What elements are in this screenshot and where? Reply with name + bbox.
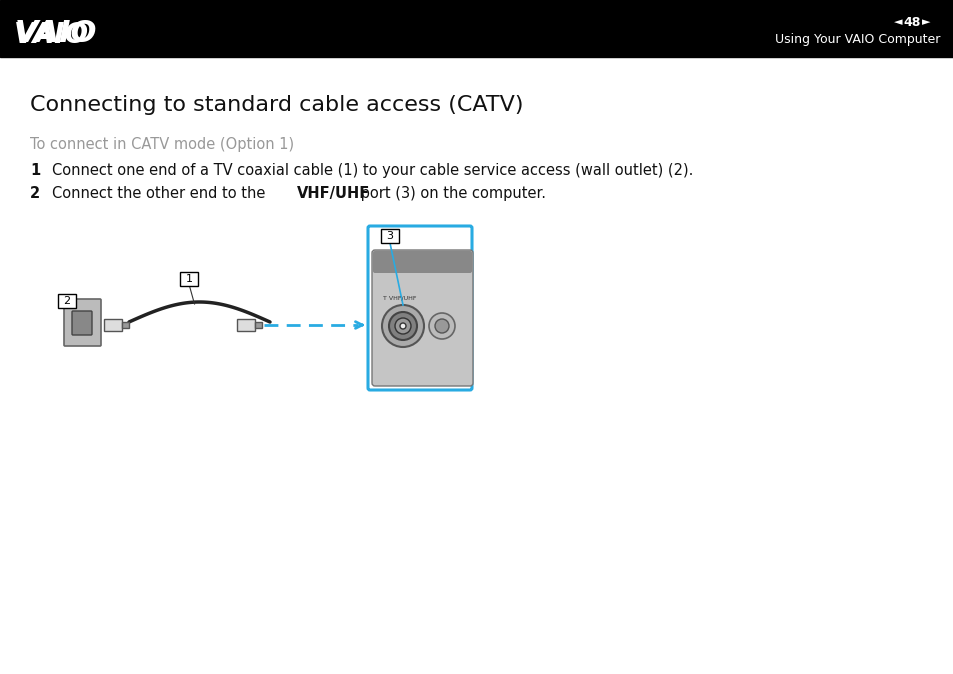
Text: 1: 1 <box>30 163 40 178</box>
Bar <box>104 319 122 331</box>
Text: To connect in CATV mode (Option 1): To connect in CATV mode (Option 1) <box>30 137 294 152</box>
Text: 2: 2 <box>63 296 71 306</box>
Text: Connecting to standard cable access (CATV): Connecting to standard cable access (CAT… <box>30 95 523 115</box>
FancyBboxPatch shape <box>372 250 473 386</box>
Circle shape <box>435 319 449 333</box>
Circle shape <box>395 318 411 334</box>
Text: Using Your VAIO Computer: Using Your VAIO Computer <box>774 34 939 47</box>
Text: 3: 3 <box>386 231 393 241</box>
Bar <box>254 322 262 328</box>
Text: Connect one end of a TV coaxial cable (1) to your cable service access (wall out: Connect one end of a TV coaxial cable (1… <box>52 163 693 178</box>
Text: port (3) on the computer.: port (3) on the computer. <box>356 186 546 201</box>
Bar <box>122 322 129 328</box>
Text: VAIO: VAIO <box>15 20 97 49</box>
Circle shape <box>399 323 406 329</box>
Text: 48: 48 <box>902 16 920 28</box>
Text: Connect the other end to the: Connect the other end to the <box>52 186 270 201</box>
Text: VAIO: VAIO <box>14 21 89 49</box>
Bar <box>380 229 398 243</box>
Circle shape <box>381 305 423 347</box>
Text: 1: 1 <box>186 274 193 284</box>
Text: VHF/UHF: VHF/UHF <box>297 186 370 201</box>
Text: T VHF/UHF: T VHF/UHF <box>382 296 416 301</box>
Bar <box>58 294 76 308</box>
Text: ◄: ◄ <box>893 17 902 27</box>
Bar <box>180 272 198 286</box>
FancyBboxPatch shape <box>373 251 472 273</box>
Bar <box>375 253 470 271</box>
Bar <box>236 319 254 331</box>
FancyBboxPatch shape <box>368 226 472 390</box>
Bar <box>0 0 953 57</box>
Text: 2: 2 <box>30 186 40 201</box>
Text: ►: ► <box>921 17 929 27</box>
FancyBboxPatch shape <box>71 311 91 335</box>
Circle shape <box>429 313 455 339</box>
FancyBboxPatch shape <box>64 299 101 346</box>
Circle shape <box>389 312 416 340</box>
